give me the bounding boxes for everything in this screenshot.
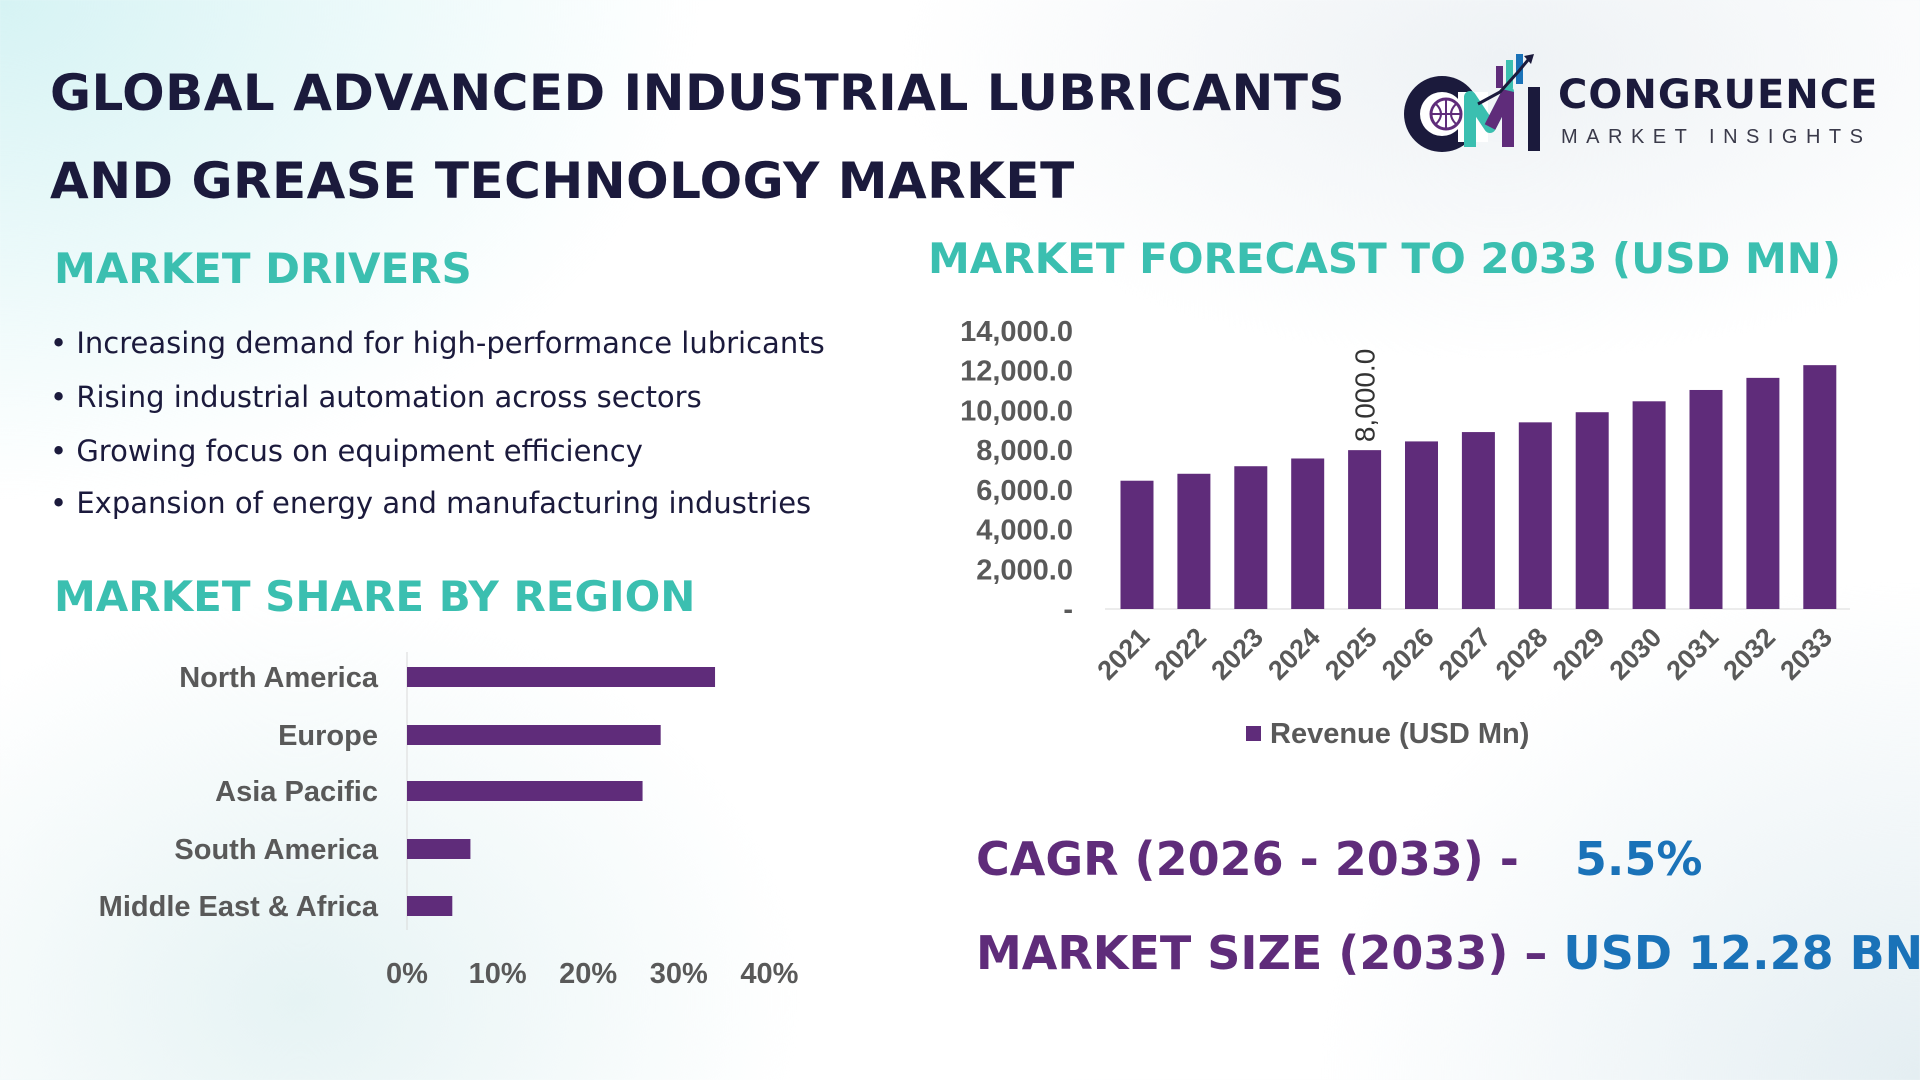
data-label: 8,000.0 (1350, 349, 1381, 442)
legend-swatch (1246, 726, 1261, 741)
bar-2024 (1291, 458, 1325, 609)
x-tick-label: 2032 (1717, 622, 1781, 686)
driver-text: Rising industrial automation across sect… (76, 380, 702, 414)
market-size-label: MARKET SIZE (2033) – (976, 926, 1548, 980)
logo-tagline: MARKET INSIGHTS (1561, 126, 1872, 148)
bar-2023 (1234, 466, 1268, 609)
y-tick-label: 14,000.0 (960, 316, 1073, 348)
region-label: Asia Pacific (215, 776, 378, 808)
region-label: South America (174, 834, 378, 866)
y-tick-label: 6,000.0 (976, 475, 1073, 507)
x-tick-label: 30% (650, 958, 708, 990)
driver-text: Growing focus on equipment efficiency (76, 434, 643, 468)
x-tick-label: 0% (386, 958, 428, 990)
market-share-heading: MARKET SHARE BY REGION (54, 572, 696, 621)
bar-2028 (1518, 422, 1552, 609)
x-tick-label: 2031 (1661, 622, 1725, 686)
x-tick-label: 2026 (1376, 622, 1440, 686)
driver-item: • Increasing demand for high-performance… (50, 326, 825, 360)
driver-item: • Expansion of energy and manufacturing … (50, 486, 812, 520)
title-line-2: AND GREASE TECHNOLOGY MARKET (50, 152, 1075, 210)
logo: CONGRUENCE MARKET INSIGHTS (1400, 52, 1890, 162)
x-tick-label: 2029 (1547, 622, 1611, 686)
x-tick-label: 2030 (1604, 622, 1668, 686)
legend-label: Revenue (USD Mn) (1270, 718, 1529, 750)
bar-2033 (1803, 365, 1837, 609)
bar-2032 (1746, 377, 1780, 609)
y-tick-label: 4,000.0 (976, 515, 1073, 547)
market-drivers-heading: MARKET DRIVERS (54, 244, 472, 293)
forecast-chart: - 2,000.0 4,000.0 6,000.0 8,000.0 10,000.0 12,… (960, 316, 1850, 750)
y-tick-label: 2,000.0 (976, 554, 1073, 586)
bar-north-america (407, 667, 716, 687)
driver-item: • Rising industrial automation across se… (50, 380, 702, 414)
x-tick-label: 2028 (1490, 622, 1554, 686)
logo-mark-icon (1404, 54, 1540, 152)
x-tick-label: 2024 (1262, 622, 1326, 686)
region-label: Middle East & Africa (99, 891, 379, 923)
driver-text: Expansion of energy and manufacturing in… (76, 486, 812, 520)
y-tick-label: 8,000.0 (976, 435, 1073, 467)
y-tick-label: - (1063, 594, 1073, 626)
x-tick-label: 2023 (1205, 622, 1269, 686)
logo-name: CONGRUENCE (1558, 72, 1879, 118)
bar-2031 (1689, 389, 1723, 609)
y-tick-label: 12,000.0 (960, 356, 1073, 388)
cagr-value: 5.5% (1574, 832, 1703, 886)
x-tick-label: 2033 (1774, 622, 1838, 686)
x-tick-label: 2025 (1319, 622, 1383, 686)
market-size-row: MARKET SIZE (2033) – USD 12.28 BN (976, 926, 1920, 980)
bar-2025 (1348, 450, 1382, 609)
bar-2021 (1120, 480, 1154, 609)
x-tick-label: 2022 (1148, 622, 1212, 686)
x-tick-label: 20% (559, 958, 617, 990)
bar-2026 (1405, 441, 1438, 609)
bar-middle-east-africa (407, 896, 453, 916)
bar-south-america (407, 839, 471, 859)
bar-europe (407, 725, 661, 745)
forecast-heading: MARKET FORECAST TO 2033 (USD MN) (928, 234, 1842, 283)
y-tick-label: 10,000.0 (960, 395, 1073, 427)
driver-text: Increasing demand for high-performance l… (76, 326, 825, 360)
x-tick-label: 2027 (1433, 622, 1497, 686)
bar-2027 (1461, 432, 1495, 609)
region-label: North America (179, 662, 379, 694)
driver-item: • Growing focus on equipment efficiency (50, 434, 643, 468)
bar-2030 (1632, 401, 1666, 609)
region-label: Europe (278, 720, 378, 752)
market-size-value: USD 12.28 BN (1563, 926, 1920, 980)
bar-asia-pacific (407, 781, 643, 801)
bar-2022 (1177, 473, 1211, 609)
bar-2029 (1575, 412, 1609, 609)
x-tick-label: 40% (740, 958, 798, 990)
title-line-1: GLOBAL ADVANCED INDUSTRIAL LUBRICANTS (50, 64, 1345, 122)
x-tick-label: 10% (469, 958, 527, 990)
region-share-chart: North America Europe Asia Pacific South Ame… (99, 652, 799, 990)
cagr-row: CAGR (2026 - 2033) - 5.5% (976, 832, 1702, 886)
x-tick-label: 2021 (1092, 622, 1156, 686)
cagr-label: CAGR (2026 - 2033) - (976, 832, 1519, 886)
